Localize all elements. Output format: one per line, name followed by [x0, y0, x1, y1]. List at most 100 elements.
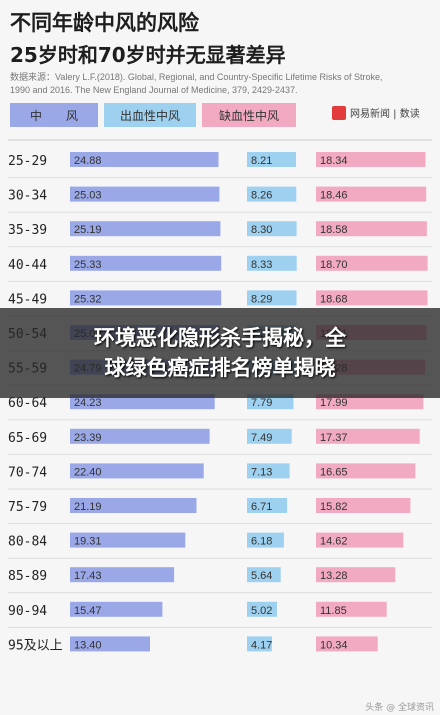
- bar-series-2: [247, 186, 297, 202]
- row-30-34: 30-34 25.03 8.26 18.46: [8, 186, 432, 213]
- value-label-series-3: 18.68: [320, 293, 348, 305]
- value-label-series-3: 11.85: [320, 605, 347, 617]
- age-label: 30-34: [8, 189, 47, 204]
- row-75-79: 75-79 21.19 6.71 15.82: [8, 498, 432, 525]
- header-row: 中 风 出血性中风 缺血性中风: [10, 103, 296, 127]
- value-label-series-1: 25.32: [74, 293, 102, 305]
- bar-series-2: [247, 567, 281, 583]
- bar-series-3: [316, 636, 378, 652]
- row-65-69: 65-69 23.39 7.49 17.37: [8, 428, 432, 455]
- bar-rows: 25-29 24.88 8.21 18.34 30-34 25.03 8.26 18.46 35…: [8, 152, 432, 653]
- bar-series-3: [316, 221, 427, 237]
- bar-series-3: [316, 463, 416, 479]
- caption-line1: 环境恶化隐形杀手揭秘，全: [94, 326, 346, 350]
- value-label-series-2: 6.71: [251, 501, 272, 513]
- age-label: 25-29: [8, 154, 47, 169]
- value-label-series-2: 7.49: [251, 432, 272, 444]
- value-label-series-2: 5.64: [251, 570, 272, 582]
- bar-series-1: [70, 498, 197, 513]
- age-label: 80-84: [8, 535, 47, 550]
- row-85-89: 85-89 17.43 5.64 13.28: [8, 567, 432, 594]
- age-label: 40-44: [8, 258, 47, 273]
- header-stroke-label: 中 风: [30, 108, 78, 123]
- row-60-64: 60-64 24.23 7.79 17.99: [8, 394, 432, 421]
- caption-line2: 球绿色癌症排名榜单揭晓: [104, 356, 336, 380]
- value-label-series-3: 18.58: [320, 224, 348, 236]
- header-hemorrhagic: [104, 103, 196, 127]
- bar-series-1: [70, 428, 210, 444]
- age-label: 75-79: [8, 500, 47, 515]
- age-label: 70-74: [8, 465, 47, 480]
- row-90-94: 90-94 15.47 5.02 11.85: [8, 601, 432, 628]
- caption-banner: 环境恶化隐形杀手揭秘，全 球绿色癌症排名榜单揭晓: [0, 308, 440, 398]
- bar-series-2: [247, 463, 290, 479]
- bar-series-3: [316, 532, 404, 548]
- header-ischemic: [202, 103, 296, 127]
- value-label-series-1: 19.31: [74, 536, 102, 548]
- bar-series-2: [247, 290, 297, 306]
- logo-label: 网易新闻 | 数读: [350, 107, 420, 120]
- row-35-39: 35-39 25.19 8.30 18.58: [8, 221, 432, 248]
- value-label-series-2: 8.33: [251, 259, 272, 271]
- bar-series-1: [70, 463, 204, 479]
- bar-series-1: [70, 221, 221, 237]
- value-label-series-3: 18.34: [320, 155, 348, 167]
- bar-series-3: [316, 255, 428, 271]
- logo-mark: [332, 106, 346, 120]
- row-40-44: 40-44 25.33 8.33 18.70: [8, 255, 432, 282]
- source-line2: 1990 and 2016. The New England Journal o…: [10, 85, 298, 95]
- bar-series-1: [70, 152, 219, 167]
- bar-series-1: [70, 290, 222, 306]
- value-label-series-1: 13.40: [74, 639, 102, 651]
- value-label-series-1: 17.43: [74, 570, 102, 582]
- row-80-84: 80-84 19.31 6.18 14.62: [8, 532, 432, 559]
- watermark: 头条 @ 全球资讯: [365, 703, 434, 713]
- value-label-series-3: 13.28: [320, 570, 348, 582]
- value-label-series-2: 7.79: [251, 397, 272, 409]
- bar-series-2: [247, 636, 272, 652]
- source-line1: 数据来源：Valery L.F.(2018). Global, Regional…: [10, 71, 382, 82]
- bar-series-2: [247, 221, 297, 237]
- age-label: 85-89: [8, 569, 47, 584]
- bar-series-3: [316, 567, 396, 583]
- bar-series-1: [70, 255, 222, 271]
- age-label: 65-69: [8, 431, 47, 446]
- value-label-series-2: 8.29: [251, 293, 272, 305]
- bar-series-2: [247, 152, 296, 167]
- chart-title-line1: 不同年龄中风的风险: [10, 11, 200, 35]
- header-ischemic-label: 缺血性中风: [219, 108, 279, 123]
- value-label-series-1: 21.19: [74, 501, 102, 513]
- row-25-29: 25-29 24.88 8.21 18.34: [8, 152, 432, 179]
- bar-series-3: [316, 186, 427, 202]
- bar-series-1: [70, 567, 175, 583]
- value-label-series-1: 24.23: [74, 397, 102, 409]
- age-label: 35-39: [8, 223, 47, 238]
- age-label: 60-64: [8, 396, 47, 411]
- row-70-74: 70-74 22.40 7.13 16.65: [8, 463, 432, 490]
- bar-series-2: [247, 255, 297, 271]
- logo: 网易新闻 | 数读: [332, 106, 420, 120]
- value-label-series-1: 15.47: [74, 605, 102, 617]
- age-label: 95及以上: [8, 638, 63, 653]
- value-label-series-3: 17.37: [320, 432, 348, 444]
- value-label-series-3: 18.70: [320, 259, 348, 271]
- value-label-series-2: 5.02: [251, 605, 272, 617]
- bar-series-3: [316, 152, 426, 167]
- header-hemorrhagic-label: 出血性中风: [120, 108, 180, 123]
- value-label-series-2: 6.18: [251, 536, 272, 548]
- bar-series-2: [247, 532, 284, 548]
- value-label-series-2: 8.21: [251, 155, 272, 167]
- age-label: 45-49: [8, 292, 47, 307]
- value-label-series-1: 25.03: [74, 190, 102, 202]
- value-label-series-2: 8.26: [251, 190, 272, 202]
- caption-text: 环境恶化隐形杀手揭秘，全 球绿色癌症排名榜单揭晓: [94, 323, 346, 383]
- value-label-series-1: 25.33: [74, 259, 102, 271]
- value-label-series-1: 25.19: [74, 224, 102, 236]
- chart-title-line2: 25岁时和70岁时并无显著差异: [10, 43, 286, 67]
- bar-series-3: [316, 601, 387, 617]
- value-label-series-2: 8.30: [251, 224, 272, 236]
- value-label-series-1: 24.88: [74, 155, 102, 167]
- bar-series-1: [70, 636, 150, 652]
- bar-series-1: [70, 601, 163, 617]
- value-label-series-2: 4.17: [251, 639, 272, 651]
